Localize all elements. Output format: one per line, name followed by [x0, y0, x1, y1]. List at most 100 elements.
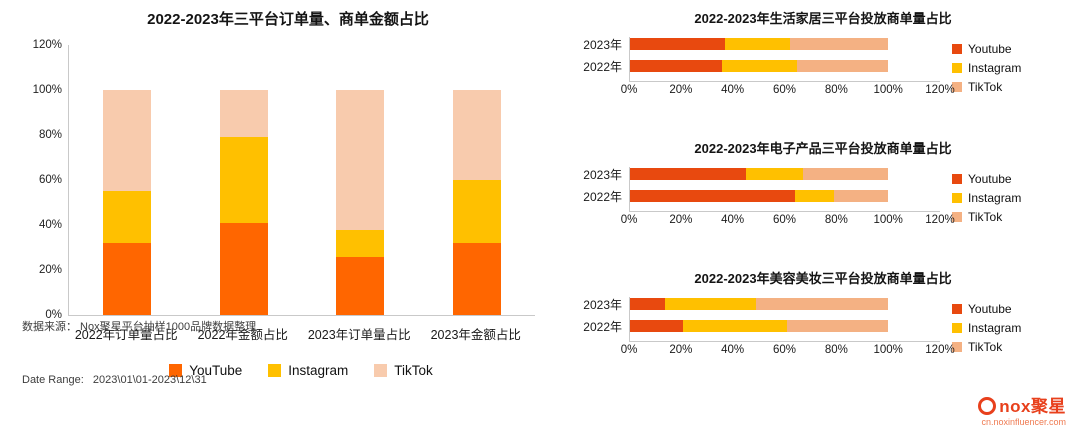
legend-label: Instagram [968, 190, 1022, 205]
legend-item-instagram: Instagram [952, 191, 1021, 205]
y-axis-line [629, 37, 630, 81]
chart-legend: Youtube Instagram TikTok [952, 302, 1021, 354]
bar-segment-tiktok [833, 190, 889, 202]
chart-title: 2022-2023年生活家居三平台投放商单量占比 [694, 11, 952, 26]
x-axis-tick-label: 0% [620, 214, 638, 226]
x-axis-tick-label: 20% [669, 84, 693, 96]
legend-item-youtube: Youtube [952, 172, 1021, 186]
bar-segment-youtube [452, 243, 501, 315]
chart-legend: Youtube Instagram TikTok [952, 172, 1021, 224]
x-axis-tick-label: 40% [721, 84, 745, 96]
chart-body: 2023年 2022年 0% 20% 40% 60% 80% 100% 120% Youtube I… [572, 167, 1074, 228]
bar-track [629, 38, 940, 50]
bars-area [69, 45, 535, 315]
legend-label: Youtube [968, 171, 1012, 186]
bar-segment-instagram [683, 320, 788, 332]
chart-legend: Youtube Instagram TikTok [952, 42, 1021, 94]
plot-area: 2023年 2022年 0% 20% 40% 60% 80% 100% 120% [572, 167, 955, 228]
bar-segment-instagram [724, 38, 790, 50]
bar-segment-tiktok [797, 60, 889, 72]
chart-row: 2022年 [572, 319, 940, 334]
brand-name: nox聚星 [999, 396, 1066, 416]
bar-segment-tiktok [789, 38, 889, 50]
right-chart-3: 2022-2023年美容美妆三平台投放商单量占比 2023年 2022年 0% 20% 4… [572, 260, 1074, 390]
bar-segment-instagram [103, 191, 152, 243]
chart-body: 2023年 2022年 0% 20% 40% 60% 80% 100% 120% Youtube I… [572, 297, 1074, 358]
bar-slot [302, 45, 419, 315]
nox-swirl-icon [978, 397, 997, 415]
x-axis-tick-label: 60% [772, 344, 797, 356]
bar-track [629, 320, 940, 332]
x-axis-tick-label: 120% [925, 214, 955, 226]
right-charts-panel: 2022-2023年生活家居三平台投放商单量占比 2023年 2022年 0% 20% 4… [572, 0, 1074, 390]
bar-segment-tiktok [219, 90, 268, 138]
bar-segment-youtube [629, 38, 725, 50]
data-source-footer: 数据来源： Nox聚星平台抽样1000品牌数据整理 Date Range: 20… [22, 284, 256, 425]
x-axis-tick-label: 120% [925, 84, 955, 96]
bar-segment-youtube [219, 222, 268, 315]
y-axis-tick-label: 20% [38, 263, 62, 276]
y-axis-tick-label: 120% [32, 38, 62, 51]
legend-swatch-instagram [952, 322, 962, 333]
x-axis-tick-label: 60% [772, 84, 797, 96]
bar-segment-instagram [452, 180, 501, 243]
bar-segment-tiktok [787, 320, 889, 332]
left-chart-panel: 2022-2023年三平台订单量、商单金额占比 0% 20% 40% 60% 80% 10… [18, 8, 558, 378]
bar-slot [419, 45, 536, 315]
chart-title: 2022-2023年美容美妆三平台投放商单量占比 [694, 271, 952, 286]
row-label: 2023年 [583, 167, 622, 182]
chart-row: 2023年 [572, 37, 940, 52]
legend-label: TikTok [968, 209, 1003, 224]
left-chart-category-axis: 2022年订单量占比 2022年金额占比 2023年订单量占比 2023年金额占比 [68, 324, 534, 343]
chart-row: 2023年 [572, 297, 940, 312]
legend-label: Instagram [968, 320, 1022, 335]
y-axis-tick-label: 100% [32, 83, 62, 96]
x-axis-tick-label: 100% [873, 214, 903, 226]
bar-segment-instagram [665, 298, 756, 310]
x-axis: 0% 20% 40% 60% 80% 100% 120% [621, 341, 955, 358]
x-axis-tick-label: 100% [873, 84, 903, 96]
stacked-bar [336, 45, 385, 315]
legend-label: Instagram [968, 60, 1022, 75]
bar-segment-youtube [103, 243, 152, 315]
legend-item-tiktok: TikTok [374, 363, 433, 378]
x-axis-category-label: 2022年金额占比 [197, 328, 288, 342]
bar-segment-youtube [629, 168, 746, 180]
bar-segment-youtube [629, 320, 684, 332]
plot-area: 2023年 2022年 0% 20% 40% 60% 80% 100% 120% [572, 297, 955, 358]
bar-track [629, 298, 940, 310]
stacked-bar [219, 45, 268, 315]
left-chart-legend: YouTube Instagram TikTok [68, 363, 534, 378]
bar-segment-tiktok [103, 90, 152, 192]
x-axis-tick-label: 20% [669, 344, 693, 356]
chart-row: 2022年 [572, 59, 940, 74]
legend-swatch-instagram [268, 364, 282, 377]
bar-segment-tiktok [755, 298, 889, 310]
nox-logo: nox聚星 cn.noxinfluencer.com [978, 397, 1066, 427]
legend-label: Instagram [288, 363, 349, 378]
plot-area: 2023年 2022年 0% 20% 40% 60% 80% 100% 120% [572, 37, 955, 98]
legend-label: TikTok [968, 339, 1003, 354]
legend-swatch-instagram [952, 192, 962, 203]
right-chart-1: 2022-2023年生活家居三平台投放商单量占比 2023年 2022年 0% 20% 4… [572, 0, 1074, 130]
x-axis-tick-label: 0% [620, 344, 638, 356]
x-axis-tick-label: 60% [772, 214, 797, 226]
data-source-line: 数据来源： Nox聚星平台抽样1000品牌数据整理 [22, 321, 257, 334]
bar-segment-tiktok [802, 168, 889, 180]
bar-segment-youtube [336, 256, 385, 315]
brand-row: nox聚星 [978, 397, 1066, 415]
y-axis-line [629, 297, 630, 341]
chart-title: 2022-2023年电子产品三平台投放商单量占比 [694, 141, 952, 156]
chart-body: 2023年 2022年 0% 20% 40% 60% 80% 100% 120% Youtube I… [572, 37, 1074, 98]
x-axis-tick-label: 40% [721, 214, 745, 226]
bar-segment-tiktok [336, 90, 385, 230]
legend-label: TikTok [968, 79, 1003, 94]
bar-segment-instagram [336, 229, 385, 257]
legend-swatch-tiktok [952, 211, 962, 222]
x-axis-tick-label: 0% [620, 84, 638, 96]
x-axis-tick-label: 20% [669, 214, 693, 226]
y-axis-line [629, 167, 630, 211]
bar-slot [69, 45, 186, 315]
chart-row: 2023年 [572, 167, 940, 182]
